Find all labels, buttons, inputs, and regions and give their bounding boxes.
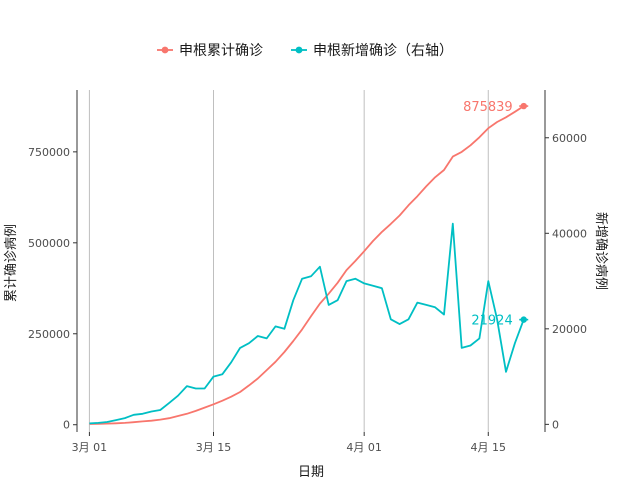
y-left-tick-label: 0 <box>63 419 70 432</box>
legend-item-0: 申根累计确诊 <box>157 43 263 59</box>
series-end-label-0: 875839 <box>463 100 513 115</box>
y-right-tick-label: 0 <box>552 418 559 431</box>
series-end-label-1: 21924 <box>471 314 512 329</box>
y-left-tick-label: 250000 <box>28 328 70 341</box>
y-right-tick-label: 60000 <box>552 132 587 145</box>
y-left-tick-label: 750000 <box>28 146 70 159</box>
axes: 0 250000 500000 750000 0 20000 40000 60000 3月 01… <box>4 90 609 480</box>
legend-key-point <box>295 46 303 54</box>
legend-key-point <box>161 46 169 54</box>
legend-label: 申根累计确诊 <box>179 43 263 59</box>
x-tick-label: 3月 01 <box>72 441 108 454</box>
x-tick-label: 4月 01 <box>346 441 382 454</box>
legend-label: 申根新增确诊（右轴） <box>313 43 453 59</box>
y-right-tick-label: 20000 <box>552 323 587 336</box>
x-tick-label: 3月 15 <box>196 441 232 454</box>
x-tick-label: 4月 15 <box>471 441 507 454</box>
x-axis-title: 日期 <box>298 465 324 480</box>
y-left-tick-label: 500000 <box>28 237 70 250</box>
series-line-1 <box>89 222 525 425</box>
y-axis-left-title: 累计确诊病例 <box>4 224 19 302</box>
y-right-tick-label: 40000 <box>552 227 587 240</box>
legend: 申根累计确诊 申根新增确诊（右轴） <box>157 43 453 59</box>
y-axis-right-title: 新增确诊病例 <box>593 212 609 290</box>
labels-layer: 875839 21924 <box>463 100 513 329</box>
series-layer <box>89 102 529 425</box>
series-line-0 <box>89 105 525 425</box>
legend-item-1: 申根新增确诊（右轴） <box>291 43 453 59</box>
grid-lines <box>88 90 489 432</box>
